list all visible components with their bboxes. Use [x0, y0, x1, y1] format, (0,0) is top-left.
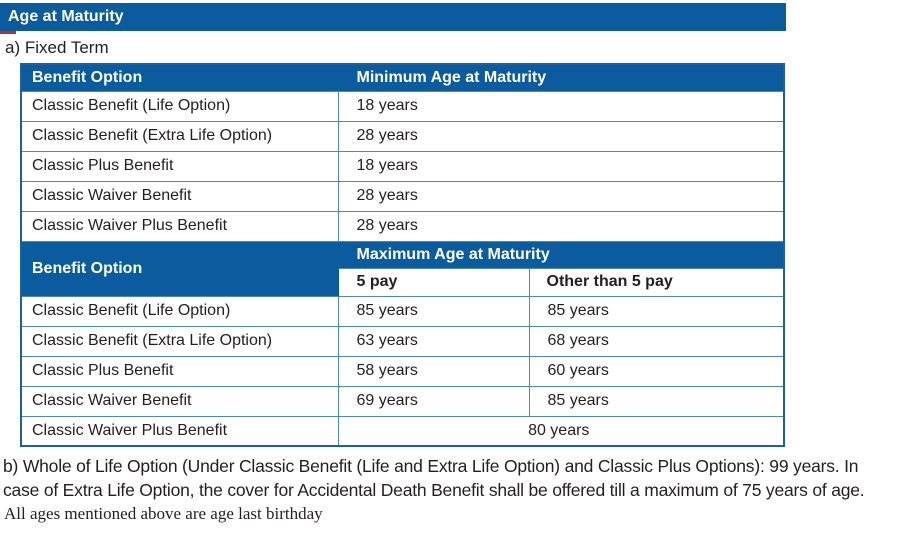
section-title: Age at Maturity — [8, 8, 124, 25]
other-pay-cell: 68 years — [528, 325, 785, 357]
five-pay-cell: 85 years — [337, 295, 530, 327]
five-pay-header: 5 pay — [337, 267, 530, 297]
table-row: Classic Benefit (Extra Life Option) 28 y… — [20, 120, 785, 152]
table-row: Classic Waiver Plus Benefit 80 years — [20, 415, 785, 447]
age-at-maturity-table: Benefit Option Minimum Age at Maturity C… — [20, 63, 786, 447]
benefit-cell: Classic Waiver Benefit — [20, 180, 339, 212]
max-benefit-option-header: Benefit Option — [20, 240, 339, 297]
benefit-cell: Classic Plus Benefit — [20, 355, 339, 387]
benefit-cell: Classic Benefit (Life Option) — [20, 295, 339, 327]
max-table-header-row: Benefit Option Maximum Age at Maturity — [20, 240, 785, 297]
other-pay-cell: 85 years — [528, 385, 785, 417]
note-b-paragraph: b) Whole of Life Option (Under Classic B… — [3, 456, 865, 500]
table-row: Classic Plus Benefit 58 years 60 years — [20, 355, 785, 387]
table-row: Classic Waiver Benefit 28 years — [20, 180, 785, 212]
max-table-subheader-row: 5 pay Other than 5 pay — [21, 267, 785, 297]
benefit-cell: Classic Benefit (Extra Life Option) — [20, 325, 339, 357]
benefit-cell: Classic Benefit (Extra Life Option) — [20, 120, 339, 152]
five-pay-cell: 58 years — [337, 355, 530, 387]
five-pay-cell: 63 years — [337, 325, 530, 357]
benefit-cell: Classic Waiver Plus Benefit — [20, 415, 339, 447]
benefit-cell: Classic Benefit (Life Option) — [20, 90, 339, 122]
other-than-five-pay-header: Other than 5 pay — [528, 267, 785, 297]
other-pay-cell: 85 years — [528, 295, 785, 327]
red-accent-tick — [0, 31, 16, 34]
subsection-a-label: a) Fixed Term — [5, 38, 109, 57]
section-title-bar: Age at Maturity — [0, 3, 786, 31]
max-age-header: Maximum Age at Maturity — [337, 240, 785, 269]
benefit-cell: Classic Waiver Plus Benefit — [20, 210, 339, 242]
min-table-header-row: Benefit Option Minimum Age at Maturity — [20, 63, 785, 92]
table-row: Classic Plus Benefit 18 years — [20, 150, 785, 182]
min-age-cell: 18 years — [337, 90, 785, 122]
age-footnote: All ages mentioned above are age last bi… — [4, 504, 323, 523]
min-age-header: Minimum Age at Maturity — [337, 63, 785, 92]
table-row: Classic Waiver Benefit 69 years 85 years — [20, 385, 785, 417]
other-pay-cell: 60 years — [528, 355, 785, 387]
min-age-cell: 28 years — [337, 210, 785, 242]
table-row: Classic Waiver Plus Benefit 28 years — [20, 210, 785, 242]
merged-age-cell: 80 years — [337, 415, 785, 447]
benefit-cell: Classic Plus Benefit — [20, 150, 339, 182]
table-row: Classic Benefit (Life Option) 85 years 8… — [20, 295, 785, 327]
min-age-cell: 18 years — [337, 150, 785, 182]
min-age-cell: 28 years — [337, 120, 785, 152]
table-row: Classic Benefit (Extra Life Option) 63 y… — [20, 325, 785, 357]
table-row: Classic Benefit (Life Option) 18 years — [20, 90, 785, 122]
min-age-cell: 28 years — [337, 180, 785, 212]
benefit-cell: Classic Waiver Benefit — [20, 385, 339, 417]
five-pay-cell: 69 years — [337, 385, 530, 417]
min-benefit-option-header: Benefit Option — [20, 63, 339, 92]
